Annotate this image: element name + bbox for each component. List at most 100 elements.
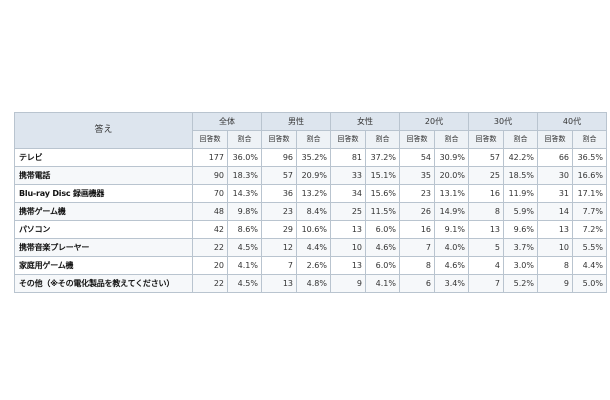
count-cell: 34	[330, 184, 366, 203]
ratio-cell: 7.2%	[572, 220, 607, 239]
ratio-cell: 3.0%	[503, 256, 538, 275]
table-body: テレビ 177 36.0% 96 35.2% 81 37.2% 54 30.9% 57 42.2% 6…	[14, 148, 607, 293]
count-cell: 54	[399, 148, 435, 167]
group-header-row: 答え 全体 男性 女性 20代 30代 40代	[14, 112, 607, 149]
count-cell: 8	[468, 202, 504, 221]
count-cell: 25	[468, 166, 504, 185]
count-cell: 36	[261, 184, 297, 203]
count-cell: 7	[399, 238, 435, 257]
ratio-cell: 7.7%	[572, 202, 607, 221]
survey-table-container: 答え 全体 男性 女性 20代 30代 40代 回答数 割合 回答数 割合 回答数 割合 回答数 割合回…	[14, 112, 607, 293]
count-cell: 5	[468, 238, 504, 257]
count-cell: 48	[192, 202, 228, 221]
count-subheader: 回答数	[330, 130, 366, 149]
count-cell: 16	[468, 184, 504, 203]
ratio-cell: 18.3%	[227, 166, 262, 185]
ratio-cell: 9.8%	[227, 202, 262, 221]
ratio-cell: 8.4%	[296, 202, 331, 221]
table-header: 答え 全体 男性 女性 20代 30代 40代 回答数 割合 回答数 割合 回答数 割合 回答数 割合回…	[14, 112, 607, 149]
survey-results-table: 答え 全体 男性 女性 20代 30代 40代 回答数 割合 回答数 割合 回答数 割合 回答数 割合回…	[14, 112, 607, 293]
count-cell: 23	[399, 184, 435, 203]
group-header: 女性	[330, 112, 400, 131]
answer-cell: 携帯音楽プレーヤー	[14, 238, 193, 257]
count-cell: 20	[192, 256, 228, 275]
ratio-cell: 14.3%	[227, 184, 262, 203]
ratio-cell: 15.6%	[365, 184, 400, 203]
ratio-cell: 4.6%	[365, 238, 400, 257]
ratio-cell: 11.9%	[503, 184, 538, 203]
ratio-cell: 4.4%	[572, 256, 607, 275]
ratio-cell: 8.6%	[227, 220, 262, 239]
ratio-cell: 9.1%	[434, 220, 469, 239]
ratio-subheader: 割合	[365, 130, 400, 149]
count-cell: 9	[330, 274, 366, 293]
ratio-cell: 4.0%	[434, 238, 469, 257]
ratio-cell: 20.9%	[296, 166, 331, 185]
answer-cell: パソコン	[14, 220, 193, 239]
ratio-cell: 5.2%	[503, 274, 538, 293]
count-subheader: 回答数	[468, 130, 504, 149]
count-cell: 90	[192, 166, 228, 185]
table-row: 家庭用ゲーム機 20 4.1% 7 2.6% 13 6.0% 8 4.6% 4 3.0% 8 4.4%	[14, 256, 607, 275]
count-cell: 13	[468, 220, 504, 239]
ratio-cell: 18.5%	[503, 166, 538, 185]
answer-column-header: 答え	[14, 112, 193, 149]
ratio-subheader: 割合	[434, 130, 469, 149]
ratio-cell: 4.1%	[227, 256, 262, 275]
ratio-cell: 20.0%	[434, 166, 469, 185]
count-cell: 22	[192, 238, 228, 257]
table-row: Blu-ray Disc 録画機器 70 14.3% 36 13.2% 34 15.6% 23…	[14, 184, 607, 203]
count-cell: 26	[399, 202, 435, 221]
ratio-cell: 11.5%	[365, 202, 400, 221]
count-subheader: 回答数	[192, 130, 228, 149]
count-cell: 13	[537, 220, 573, 239]
ratio-subheader: 割合	[572, 130, 607, 149]
answer-cell: 家庭用ゲーム機	[14, 256, 193, 275]
count-cell: 12	[261, 238, 297, 257]
group-header: 40代	[537, 112, 607, 131]
ratio-cell: 36.0%	[227, 148, 262, 167]
table-row: 携帯音楽プレーヤー 22 4.5% 12 4.4% 10 4.6% 7 4.0% 5 3.7% 10 5…	[14, 238, 607, 257]
ratio-cell: 30.9%	[434, 148, 469, 167]
ratio-cell: 13.2%	[296, 184, 331, 203]
ratio-subheader: 割合	[227, 130, 262, 149]
ratio-cell: 37.2%	[365, 148, 400, 167]
ratio-cell: 42.2%	[503, 148, 538, 167]
ratio-cell: 16.6%	[572, 166, 607, 185]
ratio-cell: 5.0%	[572, 274, 607, 293]
ratio-cell: 35.2%	[296, 148, 331, 167]
count-cell: 13	[330, 220, 366, 239]
group-header: 男性	[261, 112, 331, 131]
group-header: 全体	[192, 112, 262, 131]
count-cell: 13	[261, 274, 297, 293]
ratio-subheader: 割合	[503, 130, 538, 149]
count-cell: 33	[330, 166, 366, 185]
count-cell: 4	[468, 256, 504, 275]
count-cell: 96	[261, 148, 297, 167]
ratio-cell: 4.4%	[296, 238, 331, 257]
ratio-cell: 6.0%	[365, 256, 400, 275]
answer-cell: 携帯ゲーム機	[14, 202, 193, 221]
ratio-cell: 5.9%	[503, 202, 538, 221]
ratio-cell: 4.5%	[227, 274, 262, 293]
ratio-cell: 13.1%	[434, 184, 469, 203]
ratio-cell: 3.7%	[503, 238, 538, 257]
table-row: テレビ 177 36.0% 96 35.2% 81 37.2% 54 30.9% 57 42.2% 6…	[14, 148, 607, 167]
count-cell: 57	[468, 148, 504, 167]
answer-cell: テレビ	[14, 148, 193, 167]
count-cell: 42	[192, 220, 228, 239]
count-cell: 66	[537, 148, 573, 167]
ratio-cell: 3.4%	[434, 274, 469, 293]
table-row: その他（※その電化製品を教えてください） 22 4.5% 13 4.8% 9 4.1% 6 3.…	[14, 274, 607, 293]
ratio-cell: 2.6%	[296, 256, 331, 275]
count-cell: 10	[330, 238, 366, 257]
count-cell: 22	[192, 274, 228, 293]
answer-cell: 携帯電話	[14, 166, 193, 185]
ratio-cell: 9.6%	[503, 220, 538, 239]
count-cell: 35	[399, 166, 435, 185]
count-cell: 70	[192, 184, 228, 203]
count-cell: 29	[261, 220, 297, 239]
ratio-cell: 4.6%	[434, 256, 469, 275]
count-cell: 9	[537, 274, 573, 293]
ratio-cell: 4.1%	[365, 274, 400, 293]
